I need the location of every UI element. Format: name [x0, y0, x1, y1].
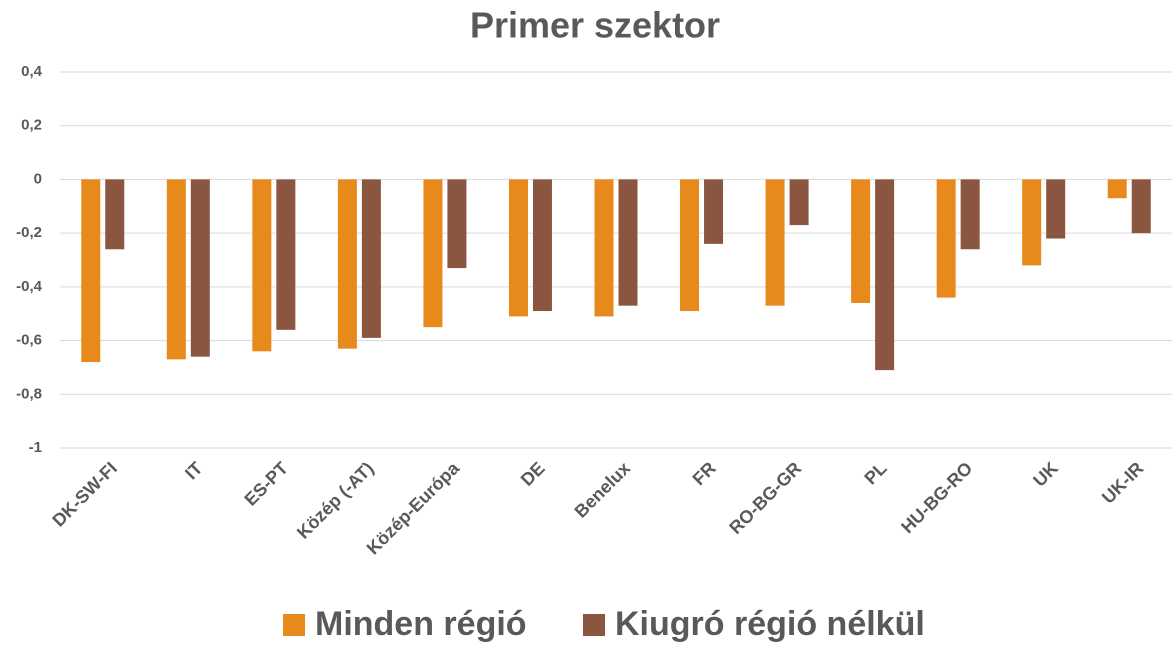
x-tick-label: Közép-Európa — [363, 457, 464, 558]
bar — [447, 179, 467, 269]
bar — [936, 179, 956, 298]
bar — [789, 179, 809, 226]
x-tick-label: IT — [181, 458, 206, 483]
y-tick-label: 0 — [34, 170, 42, 187]
legend-swatch — [283, 614, 305, 636]
x-tick-label: DK-SW-FI — [48, 458, 121, 531]
bar — [190, 179, 210, 357]
bar — [1046, 179, 1066, 239]
x-tick-label: FR — [689, 458, 720, 489]
bar — [105, 179, 125, 250]
x-tick-label: RO-BG-GR — [725, 458, 805, 538]
x-tick-label: UK — [1029, 458, 1062, 491]
x-tick-label: Közép (-AT) — [293, 458, 378, 543]
x-tick-label: UK-IR — [1098, 458, 1147, 507]
bar — [680, 179, 700, 312]
bar — [1131, 179, 1151, 234]
x-tick-label: PL — [860, 458, 890, 488]
y-tick-label: -0,6 — [16, 332, 42, 349]
bar — [508, 179, 528, 317]
bar — [361, 179, 381, 338]
y-tick-label: -0,4 — [16, 278, 43, 295]
chart-title: Primer szektor — [470, 5, 720, 46]
x-tick-label: Benelux — [571, 458, 635, 522]
y-tick-label: 0,4 — [21, 63, 43, 80]
bar — [875, 179, 895, 371]
bar — [1022, 179, 1042, 266]
legend-label: Kiugró régió nélkül — [615, 605, 925, 643]
bar — [960, 179, 980, 250]
x-tick-label: DE — [517, 458, 549, 490]
x-tick-label: HU-BG-RO — [897, 458, 976, 537]
bar — [532, 179, 552, 312]
x-tick-label: ES-PT — [240, 458, 292, 510]
bar — [1107, 179, 1127, 199]
bar — [423, 179, 443, 328]
bar — [704, 179, 724, 244]
bar — [618, 179, 638, 306]
bar — [337, 179, 357, 349]
legend-label: Minden régió — [315, 605, 527, 643]
bar — [166, 179, 186, 360]
y-tick-label: -1 — [29, 439, 42, 456]
legend-swatch — [583, 614, 605, 636]
bar — [594, 179, 614, 317]
bar — [81, 179, 101, 363]
y-tick-label: -0,2 — [16, 224, 42, 241]
y-tick-label: -0,8 — [16, 385, 42, 402]
bar — [252, 179, 272, 352]
y-tick-label: 0,2 — [21, 117, 42, 134]
bar — [851, 179, 871, 303]
bar — [765, 179, 785, 306]
bar — [276, 179, 296, 330]
